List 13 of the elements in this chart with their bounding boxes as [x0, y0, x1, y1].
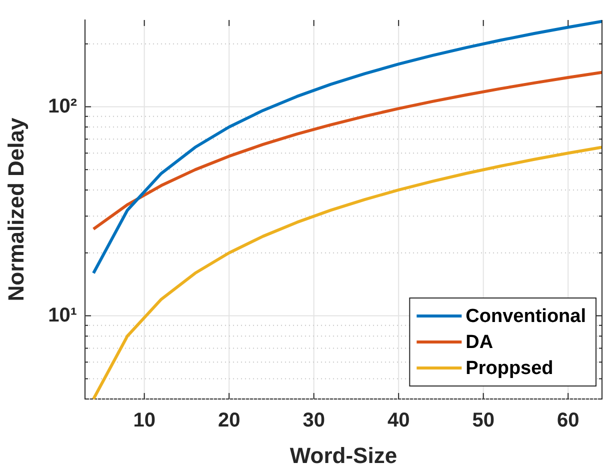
x-axis-title: Word-Size [290, 442, 398, 468]
y-tick-label: 10¹ [48, 304, 78, 326]
y-tick-label: 10² [48, 95, 78, 118]
legend-label: Proppsed [466, 358, 554, 380]
x-tick-label: 60 [556, 410, 580, 432]
y-axis-title: Normalized Delay [3, 117, 28, 302]
x-tick-label: 40 [387, 410, 410, 432]
legend-label: Conventional [466, 306, 586, 328]
legend-label: DA [466, 332, 494, 354]
x-tick-label: 50 [472, 410, 494, 432]
x-tick-label: 10 [133, 410, 156, 432]
x-tick-label: 30 [302, 410, 325, 432]
x-tick-label: 20 [218, 410, 240, 432]
